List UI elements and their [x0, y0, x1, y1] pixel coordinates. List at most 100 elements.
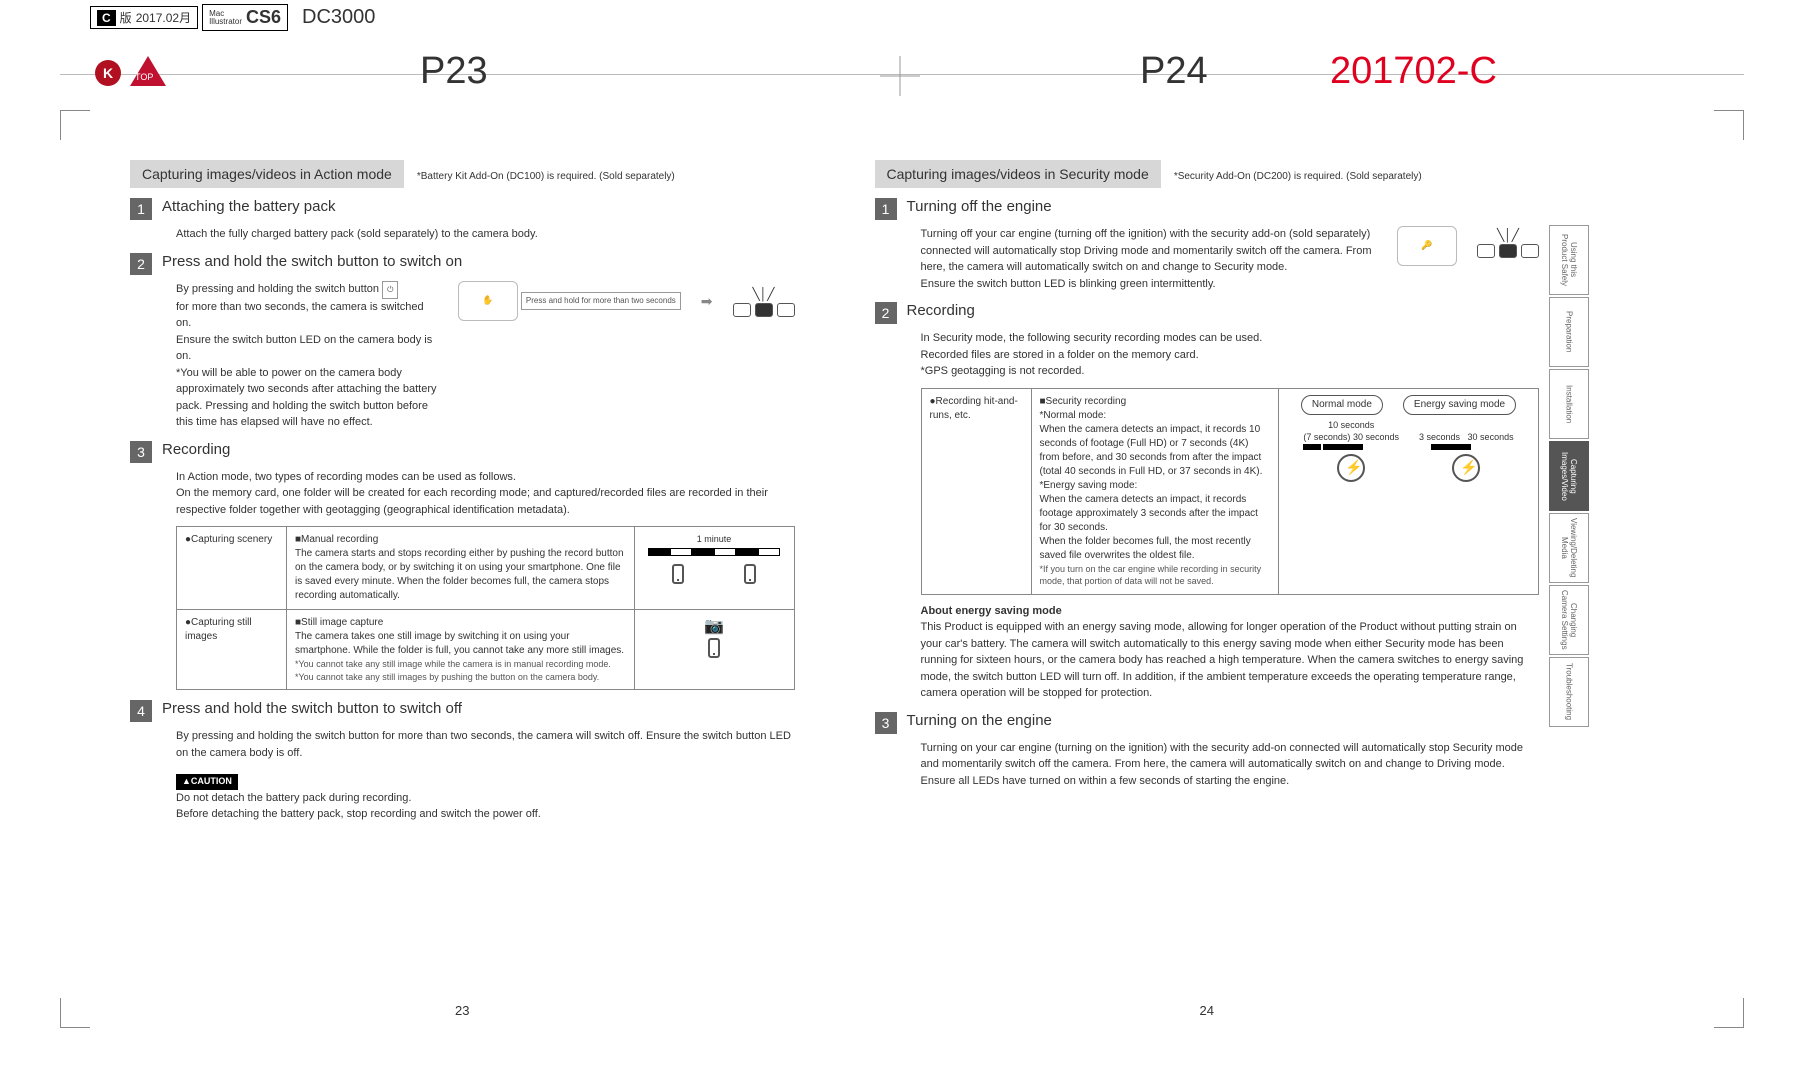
manual-recording-heading: ■Manual recording [295, 533, 626, 547]
tab-installation[interactable]: Installation [1549, 369, 1589, 439]
security-banner-note: *Security Add-On (DC200) is required. (S… [1174, 171, 1422, 182]
sec-step3-title: Turning on the engine [907, 712, 1052, 734]
step-number: 3 [875, 712, 897, 734]
page-23: Capturing images/videos in Action mode *… [130, 160, 795, 978]
step-number: 3 [130, 441, 152, 463]
normal-mode-pill: Normal mode [1301, 395, 1383, 415]
section-tabs: Using this Product Safely Preparation In… [1549, 225, 1589, 727]
page-footer-24: 24 [1200, 1003, 1214, 1018]
security-recording-table: ●Recording hit-and-runs, etc. ■Security … [921, 388, 1540, 595]
phone-icon [708, 638, 720, 658]
action-banner-note: *Battery Kit Add-On (DC100) is required.… [417, 171, 675, 182]
step1-body: Attach the fully charged battery pack (s… [176, 226, 795, 243]
ten-sec-label: 10 seconds [1328, 420, 1374, 430]
three-sec-label: 3 seconds [1419, 432, 1460, 442]
normal-mode-desc: When the camera detects an impact, it re… [1040, 423, 1271, 479]
page-footer-23: 23 [455, 1003, 469, 1018]
engine-on-note: *If you turn on the car engine while rec… [1040, 563, 1271, 588]
hand-press-icon: ✋ [458, 281, 518, 321]
page-24: Capturing images/videos in Security mode… [875, 160, 1540, 978]
seven-sec-label: (7 seconds) [1303, 432, 1350, 442]
table-cell-still: ●Capturing still images [177, 610, 287, 690]
thirty-sec-label-2: 30 seconds [1468, 432, 1514, 442]
one-minute-label: 1 minute [697, 533, 732, 546]
step3-title: Recording [162, 441, 230, 463]
camera-icon: 📷 [643, 616, 786, 638]
crop-mark-icon [1714, 998, 1744, 1028]
top-label: TOP [135, 72, 153, 82]
sec-step1-body: Turning off your car engine (turning off… [921, 226, 1378, 292]
folder-full-note: When the folder becomes full, the most r… [1040, 535, 1271, 563]
impact-icon [1337, 454, 1365, 482]
caution-badge: ▲CAUTION [176, 774, 238, 790]
step2-line1: By pressing and holding the switch butto… [176, 283, 379, 295]
still-capture-heading: ■Still image capture [295, 616, 626, 630]
step2-body: By pressing and holding the switch butto… [176, 281, 795, 431]
ignition-key-icon: 🔑 [1397, 226, 1457, 266]
normal-mode-label: *Normal mode: [1040, 409, 1271, 423]
security-mode-banner: Capturing images/videos in Security mode [875, 160, 1161, 188]
sec-step3-body: Turning on your car engine (turning on t… [921, 740, 1540, 790]
step4-title: Press and hold the switch button to swit… [162, 700, 462, 722]
minute-bar-diagram: 1 minute [643, 533, 786, 584]
tab-preparation[interactable]: Preparation [1549, 297, 1589, 367]
page-num-left: P23 [420, 50, 488, 93]
step2-line4: *You will be able to power on the camera… [176, 367, 436, 429]
still-capture-body: The camera takes one still image by swit… [295, 630, 626, 658]
security-recording-heading: ■Security recording [1040, 395, 1271, 409]
step-number: 2 [875, 302, 897, 324]
crop-mark-icon [1714, 110, 1744, 140]
energy-mode-label: *Energy saving mode: [1040, 479, 1271, 493]
k-badge: K [95, 60, 121, 86]
recording-modes-table: ●Capturing scenery ■Manual recording The… [176, 526, 795, 690]
illustrator-box: Mac Illustrator CS6 [202, 4, 288, 31]
sec-step2-title: Recording [907, 302, 975, 324]
press-hold-label: Press and hold for more than two seconds [521, 292, 681, 310]
tab-troubleshooting[interactable]: Troubleshooting [1549, 657, 1589, 727]
step-number: 2 [130, 253, 152, 275]
manual-recording-body: The camera starts and stops recording ei… [295, 547, 626, 603]
tab-capturing[interactable]: Capturing Images/Video [1549, 441, 1589, 511]
version-label: 版 [120, 9, 132, 26]
led-indicator-icon [1477, 244, 1539, 258]
sec-step2-body: In Security mode, the following security… [921, 330, 1540, 380]
date-label: 2017.02月 [136, 9, 191, 26]
step-number: 4 [130, 700, 152, 722]
phone-icon [744, 564, 756, 584]
impact-icon [1452, 454, 1480, 482]
step2-title: Press and hold the switch button to swit… [162, 253, 462, 275]
c-version-box: C 版 2017.02月 [90, 6, 198, 29]
about-energy-body: This Product is equipped with an energy … [921, 621, 1524, 699]
cs6-label: CS6 [246, 7, 281, 28]
step3-body: In Action mode, two types of recording m… [176, 469, 795, 519]
table-cell-scenery: ●Capturing scenery [177, 527, 287, 610]
page-num-right: P24 [1140, 50, 1208, 93]
step-number: 1 [130, 198, 152, 220]
energy-mode-desc: When the camera detects an impact, it re… [1040, 493, 1271, 535]
tab-settings[interactable]: Changing Camera Settings [1549, 585, 1589, 655]
thirty-sec-label: 30 seconds [1353, 432, 1399, 442]
step1-title: Attaching the battery pack [162, 198, 335, 220]
crop-mark-icon [60, 998, 90, 1028]
tab-viewing[interactable]: Viewing/Deleting Media [1549, 513, 1589, 583]
revision-code: 201702-C [1330, 50, 1497, 93]
step2-line2: for more than two seconds, the camera is… [176, 301, 424, 330]
model-label: DC3000 [292, 6, 375, 29]
table-cell-hitrun: ●Recording hit-and-runs, etc. [921, 388, 1031, 594]
switch-button-icon: ⏻ [382, 281, 398, 299]
sec-step1-title: Turning off the engine [907, 198, 1052, 220]
caution-line1: Do not detach the battery pack during re… [176, 792, 411, 804]
page-number-row: K TOP P23 P24 201702-C [0, 50, 1804, 100]
c-badge: C [97, 10, 116, 26]
crop-mark-icon [60, 110, 90, 140]
illustrator-label: Illustrator [209, 18, 242, 26]
step2-line3: Ensure the switch button LED on the came… [176, 334, 432, 363]
led-indicator-icon [733, 303, 795, 317]
step-number: 1 [875, 198, 897, 220]
still-note2: *You cannot take any still images by pus… [295, 671, 626, 684]
caution-line2: Before detaching the battery pack, stop … [176, 808, 541, 820]
tab-safety[interactable]: Using this Product Safely [1549, 225, 1589, 295]
print-header: C 版 2017.02月 Mac Illustrator CS6 DC3000 [90, 4, 375, 31]
about-energy-heading: About energy saving mode [921, 605, 1062, 617]
still-note1: *You cannot take any still image while t… [295, 658, 626, 671]
